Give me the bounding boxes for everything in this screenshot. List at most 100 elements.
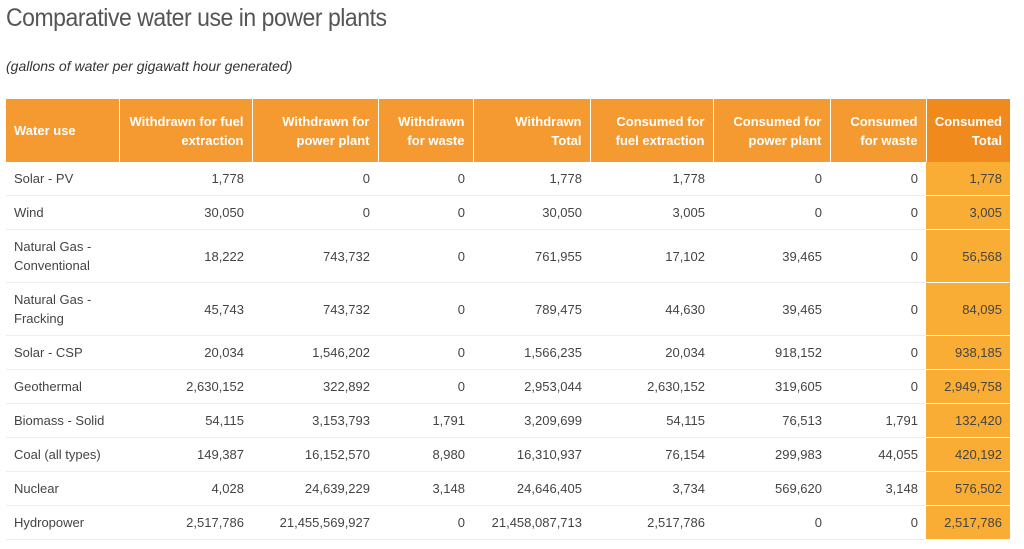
table-cell: 3,005 [926,195,1010,230]
table-cell: 3,005 [590,195,713,230]
row-label: Wind [6,195,119,230]
table-cell: 0 [378,369,473,404]
table-row: Solar - CSP 20,034 1,546,202 0 1,566,235 20,0… [6,335,1010,370]
water-use-table: Water use Withdrawn for fuel extraction Wi… [6,99,1010,540]
table-header-row: Water use Withdrawn for fuel extraction Wi… [6,99,1010,162]
column-header: Withdrawn for power plant [252,99,379,162]
table-cell: 2,953,044 [473,369,590,404]
table-cell: 24,639,229 [252,471,378,506]
table-cell: 1,778 [119,162,252,196]
table-cell: 0 [378,335,473,370]
table-cell: 299,983 [713,437,830,472]
table-cell: 30,050 [119,195,252,230]
column-header: Withdrawn for fuel extraction [119,99,253,162]
table-cell: 2,517,786 [926,505,1010,540]
table-cell: 0 [252,195,378,230]
table-cell: 569,620 [713,471,830,506]
table-cell: 322,892 [252,369,378,404]
row-label: Hydropower [6,505,119,540]
table-cell: 76,154 [590,437,713,472]
table-row: Hydropower 2,517,786 21,455,569,927 0 21,458… [6,505,1010,540]
row-label: Solar - PV [6,162,119,196]
table-cell: 576,502 [926,471,1010,506]
table-cell: 132,420 [926,403,1010,438]
table-cell: 24,646,405 [473,471,590,506]
column-header: Withdrawn for waste [378,99,474,162]
table-cell: 420,192 [926,437,1010,472]
table-cell: 2,949,758 [926,369,1010,404]
row-label: Biomass - Solid [6,403,119,438]
table-cell: 39,465 [713,229,830,283]
table-row: Natural Gas - Fracking 45,743 743,732 0 789,… [6,282,1010,336]
table-cell: 54,115 [119,403,252,438]
table-cell: 789,475 [473,282,590,336]
column-header: Consumed for fuel extraction [590,99,714,162]
table-cell: 0 [830,335,926,370]
table-cell: 0 [830,282,926,336]
table-row: Geothermal 2,630,152 322,892 0 2,953,044 2,63… [6,369,1010,404]
table-cell: 3,209,699 [473,403,590,438]
table-cell: 56,568 [926,229,1010,283]
row-label: Natural Gas - Fracking [6,282,119,336]
table-row: Wind 30,050 0 0 30,050 3,005 0 0 3,005 [6,195,1010,230]
row-label: Natural Gas - Conventional [6,229,119,283]
table-cell: 16,152,570 [252,437,378,472]
table-cell: 3,148 [378,471,473,506]
row-label: Solar - CSP [6,335,119,370]
column-header: Consumed for waste [830,99,927,162]
table-cell: 1,778 [473,162,590,196]
table-cell: 84,095 [926,282,1010,336]
table-cell: 0 [713,195,830,230]
table-cell: 2,630,152 [590,369,713,404]
table-cell: 0 [378,505,473,540]
row-label: Geothermal [6,369,119,404]
table-cell: 21,458,087,713 [473,505,590,540]
table-cell: 743,732 [252,229,378,283]
table-cell: 1,791 [378,403,473,438]
table-cell: 21,455,569,927 [252,505,378,540]
table-cell: 4,028 [119,471,252,506]
table-cell: 1,778 [926,162,1010,196]
table-cell: 0 [830,162,926,196]
table-cell: 1,546,202 [252,335,378,370]
page-subtitle: (gallons of water per gigawatt hour gene… [6,58,293,74]
table-row: Solar - PV 1,778 0 0 1,778 1,778 0 0 1,778 [6,162,1010,196]
table-cell: 16,310,937 [473,437,590,472]
table-cell: 319,605 [713,369,830,404]
table-cell: 39,465 [713,282,830,336]
table-cell: 938,185 [926,335,1010,370]
table-cell: 0 [830,195,926,230]
table-cell: 3,148 [830,471,926,506]
table-cell: 30,050 [473,195,590,230]
table-cell: 761,955 [473,229,590,283]
table-row: Biomass - Solid 54,115 3,153,793 1,791 3,209… [6,403,1010,438]
page-title: Comparative water use in power plants [6,4,387,32]
table-cell: 743,732 [252,282,378,336]
column-header: Consumed for power plant [713,99,831,162]
table-cell: 1,791 [830,403,926,438]
table-cell: 0 [378,282,473,336]
column-header: Withdrawn Total [473,99,591,162]
row-label: Nuclear [6,471,119,506]
table-cell: 54,115 [590,403,713,438]
table-cell: 76,513 [713,403,830,438]
table-cell: 0 [378,229,473,283]
table-cell: 1,778 [590,162,713,196]
table-cell: 0 [378,162,473,196]
table-cell: 0 [378,195,473,230]
table-cell: 44,630 [590,282,713,336]
row-label: Coal (all types) [6,437,119,472]
table-row: Coal (all types) 149,387 16,152,570 8,980 16… [6,437,1010,472]
table-cell: 45,743 [119,282,252,336]
table-cell: 0 [830,229,926,283]
table-cell: 0 [252,162,378,196]
table-cell: 149,387 [119,437,252,472]
table-row: Natural Gas - Conventional 18,222 743,732 0… [6,229,1010,283]
table-cell: 20,034 [590,335,713,370]
table-cell: 0 [713,162,830,196]
column-header: Water use [6,99,120,162]
table-cell: 2,517,786 [119,505,252,540]
table-cell: 0 [830,369,926,404]
table-cell: 17,102 [590,229,713,283]
table-cell: 918,152 [713,335,830,370]
